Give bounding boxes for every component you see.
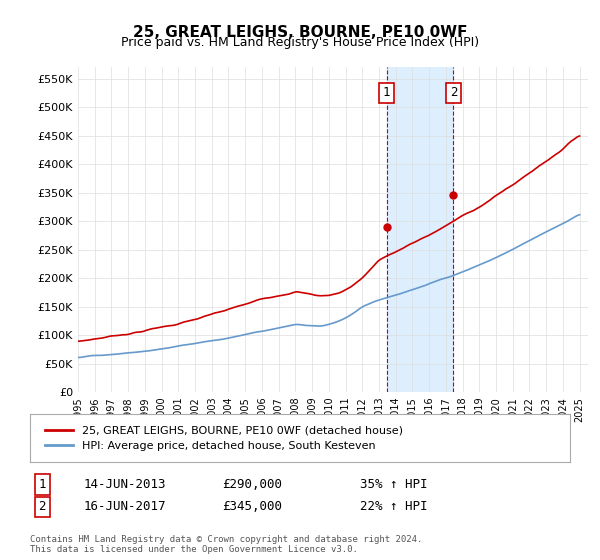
Bar xyxy=(386,67,454,392)
Text: £290,000: £290,000 xyxy=(222,478,282,491)
Text: 1: 1 xyxy=(383,86,390,99)
Text: Price paid vs. HM Land Registry's House Price Index (HPI): Price paid vs. HM Land Registry's House … xyxy=(121,36,479,49)
Text: 2: 2 xyxy=(38,500,46,514)
Text: 25, GREAT LEIGHS, BOURNE, PE10 0WF: 25, GREAT LEIGHS, BOURNE, PE10 0WF xyxy=(133,25,467,40)
Text: Contains HM Land Registry data © Crown copyright and database right 2024.
This d: Contains HM Land Registry data © Crown c… xyxy=(30,535,422,554)
Text: 22% ↑ HPI: 22% ↑ HPI xyxy=(360,500,427,514)
Text: £345,000: £345,000 xyxy=(222,500,282,514)
Text: 14-JUN-2013: 14-JUN-2013 xyxy=(84,478,167,491)
Text: 16-JUN-2017: 16-JUN-2017 xyxy=(84,500,167,514)
Text: 35% ↑ HPI: 35% ↑ HPI xyxy=(360,478,427,491)
Legend: 25, GREAT LEIGHS, BOURNE, PE10 0WF (detached house), HPI: Average price, detache: 25, GREAT LEIGHS, BOURNE, PE10 0WF (deta… xyxy=(41,421,407,455)
Text: 1: 1 xyxy=(38,478,46,491)
Text: 2: 2 xyxy=(449,86,457,99)
